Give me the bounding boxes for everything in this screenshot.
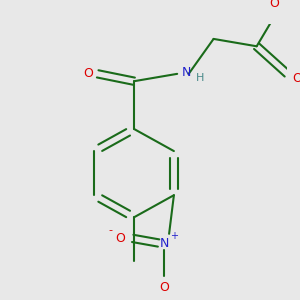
Text: O: O: [292, 72, 300, 85]
Text: N: N: [160, 236, 169, 250]
Text: -: -: [109, 225, 113, 235]
Text: +: +: [170, 231, 178, 241]
Text: O: O: [269, 0, 279, 10]
Text: H: H: [196, 74, 205, 83]
Text: O: O: [159, 280, 169, 294]
Text: O: O: [83, 68, 93, 80]
Text: N: N: [182, 66, 191, 80]
Text: O: O: [115, 232, 125, 245]
